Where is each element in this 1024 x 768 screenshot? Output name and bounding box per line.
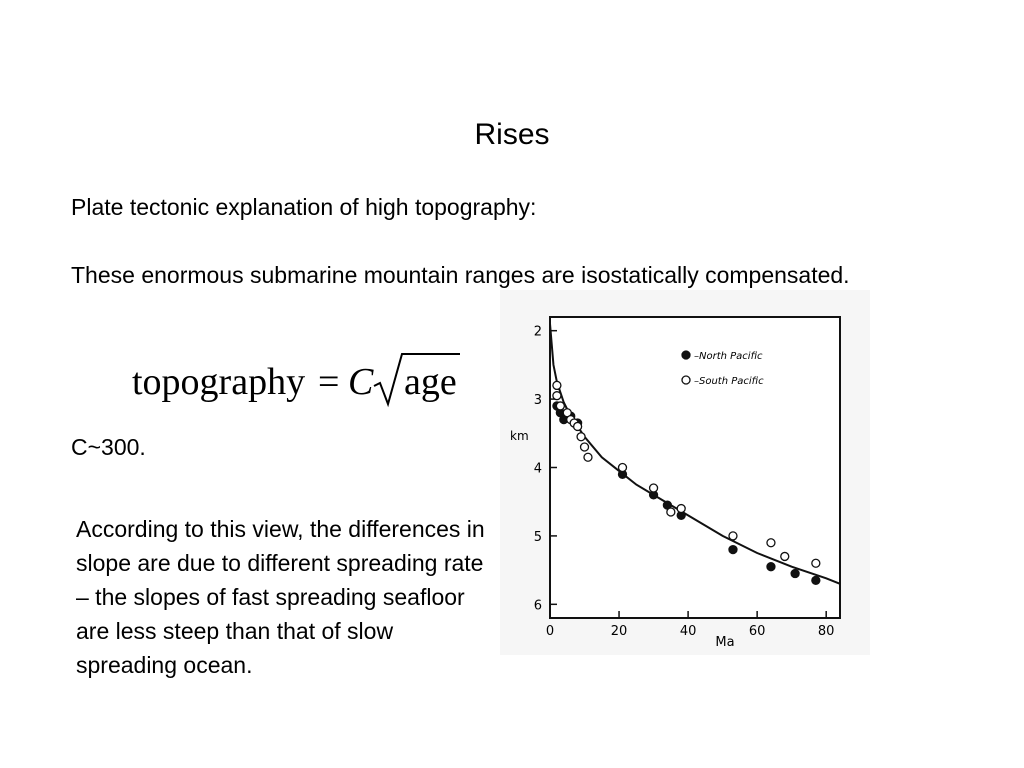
north-pacific-point [790, 568, 800, 579]
north-pacific-point [728, 544, 738, 555]
explanation-paragraph: According to this view, the differences … [76, 516, 485, 678]
south-pacific-point [579, 442, 590, 452]
legend-label: –South Pacific [694, 376, 764, 387]
y-tick-label: 5 [534, 530, 542, 545]
plot-frame [549, 316, 841, 619]
south-pacific-point [555, 401, 566, 411]
south-pacific-point [576, 432, 586, 442]
south-pacific-point [648, 483, 659, 493]
x-tick-label: 80 [818, 624, 835, 639]
intro-line: Plate tectonic explanation of high topog… [71, 194, 537, 220]
south-pacific-point [811, 558, 821, 568]
formula-equals: = [318, 361, 340, 403]
formula-lhs: topography [132, 361, 306, 403]
y-tick-label: 6 [534, 598, 542, 613]
south-pacific-point [617, 462, 628, 473]
south-pacific-point [728, 531, 738, 541]
legend-marker [681, 375, 691, 385]
south-pacific-point [572, 421, 583, 432]
y-axis-label: km [510, 429, 529, 443]
south-pacific-point [766, 538, 776, 548]
radical-sign-icon [373, 353, 460, 408]
y-tick-label: 3 [534, 393, 542, 408]
south-pacific-point [780, 551, 790, 562]
north-pacific-point [811, 575, 821, 586]
x-tick-label: 0 [546, 624, 554, 639]
legend-label: –North Pacific [694, 351, 763, 362]
depth-age-chart: 2 3 4 5 60 20 40 60 80 Ma km –North Pacific –South P… [500, 290, 870, 655]
x-axis-label: Ma [715, 635, 734, 650]
south-pacific-point [552, 380, 562, 391]
x-tick-label: 20 [611, 624, 628, 639]
south-pacific-point [676, 503, 686, 514]
y-tick-label: 4 [534, 462, 542, 477]
south-pacific-point [552, 391, 562, 401]
south-pacific-point [666, 507, 676, 517]
y-tick-label: 2 [534, 325, 542, 340]
x-tick-label: 60 [749, 624, 766, 639]
constant-value: C~300. [71, 434, 146, 460]
south-pacific-point [583, 452, 593, 462]
x-tick-label: 40 [680, 624, 697, 639]
formula-constant: C [348, 361, 374, 403]
slide-title: Rises [474, 118, 550, 151]
formula-radicand: age [404, 361, 457, 403]
legend-marker [681, 350, 691, 360]
north-pacific-point [766, 562, 776, 572]
isostasy-statement: These enormous submarine mountain ranges… [71, 262, 850, 288]
